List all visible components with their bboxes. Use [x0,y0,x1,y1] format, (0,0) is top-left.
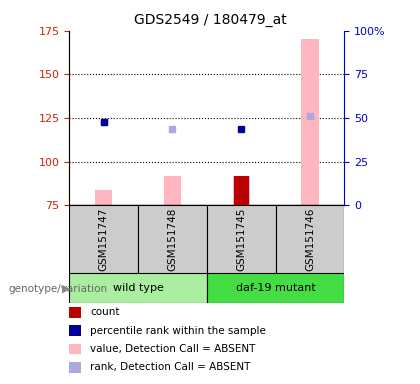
Text: GSM151748: GSM151748 [168,207,178,271]
Bar [207,273,344,303]
Text: GDS2549 / 180479_at: GDS2549 / 180479_at [134,13,286,27]
Text: count: count [90,307,120,317]
Bar [207,205,276,273]
Text: GSM151747: GSM151747 [99,207,109,271]
Bar [276,205,344,273]
Text: ▶: ▶ [62,284,71,294]
Text: value, Detection Call = ABSENT: value, Detection Call = ABSENT [90,344,256,354]
Text: wild type: wild type [113,283,163,293]
Bar [164,176,181,205]
Text: GSM151745: GSM151745 [236,207,246,271]
Text: GSM151746: GSM151746 [305,207,315,271]
Text: daf-19 mutant: daf-19 mutant [236,283,315,293]
Bar [138,205,207,273]
Bar [302,40,319,205]
Bar [234,176,249,205]
Text: rank, Detection Call = ABSENT: rank, Detection Call = ABSENT [90,362,251,372]
Bar [95,190,112,205]
Bar [69,273,207,303]
Bar [233,176,250,205]
Bar [69,205,138,273]
Text: percentile rank within the sample: percentile rank within the sample [90,326,266,336]
Text: genotype/variation: genotype/variation [8,284,108,294]
